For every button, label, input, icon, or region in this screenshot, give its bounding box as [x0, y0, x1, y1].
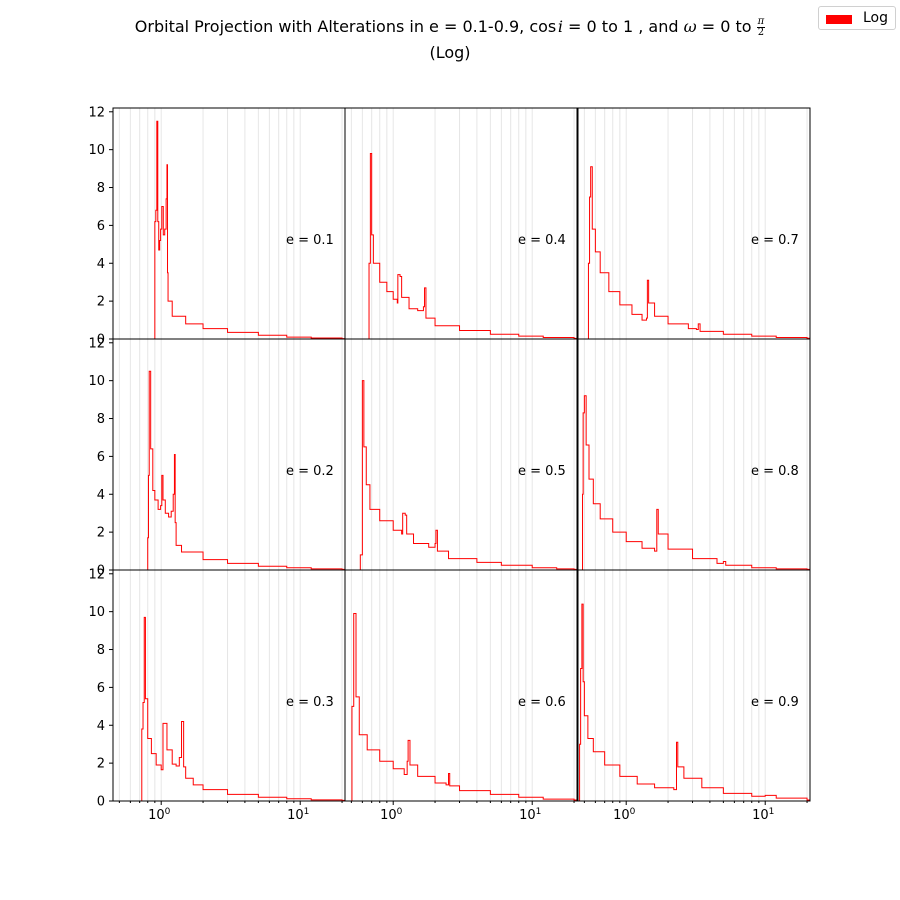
panel-frame: [577, 569, 811, 802]
panel-label: e = 0.1: [286, 233, 334, 248]
histogram-line: [579, 603, 810, 802]
x-tick-label: 101: [287, 807, 309, 823]
y-tick-label: 0: [97, 795, 105, 810]
panel-e-9: e = 0.9 100 101: [577, 569, 811, 823]
y-tick-label: 4: [97, 257, 105, 272]
x-tick-exponent: 0: [397, 807, 403, 817]
legend-label: Log: [863, 10, 889, 26]
x-tick-label: 101: [519, 807, 541, 823]
panel-label: e = 0.3: [286, 695, 334, 710]
panel-e-2: e = 0.2 0 2 4 6 8 10 12: [88, 336, 346, 579]
x-tick-label: 101: [752, 807, 774, 823]
x-tick-exponent: 1: [769, 807, 775, 817]
panel-label: e = 0.5: [518, 464, 566, 479]
y-tick-label: 4: [97, 488, 105, 503]
y-tick-label: 10: [88, 605, 105, 620]
y-tick-label: 0: [97, 333, 105, 348]
panel-e-1: e = 0.1 0 2 4 6 8 10 12: [88, 105, 346, 348]
legend: Log: [818, 6, 896, 30]
y-tick-label: 2: [97, 757, 105, 772]
histogram-line: [587, 166, 810, 340]
histogram-line: [351, 613, 577, 802]
legend-swatch: [826, 15, 852, 24]
panel-label: e = 0.6: [518, 695, 566, 710]
y-tick-label: 0: [97, 564, 105, 579]
x-tick-label: 100: [613, 807, 636, 823]
x-tick-label: 100: [380, 807, 403, 823]
x-tick-exponent: 0: [630, 807, 636, 817]
y-tick-label: 12: [88, 336, 105, 351]
y-tick-label: 2: [97, 526, 105, 541]
title-line-1: Orbital Projection with Alterations in e…: [134, 16, 766, 38]
y-tick-label: 12: [88, 567, 105, 582]
title-line-2: (Log): [429, 43, 471, 62]
panel-e-6: e = 0.6 100 101: [344, 569, 578, 823]
y-tick-label: 8: [97, 412, 105, 427]
y-tick-label: 10: [88, 374, 105, 389]
x-tick-exponent: 1: [304, 807, 310, 817]
panel-label: e = 0.4: [518, 233, 566, 248]
y-tick-label: 10: [88, 143, 105, 158]
x-tick-exponent: 0: [165, 807, 171, 817]
y-tick-label: 12: [88, 105, 105, 120]
histogram-line: [581, 395, 810, 571]
y-tick-label: 6: [97, 681, 105, 696]
histogram-line: [368, 152, 577, 340]
y-tick-label: 2: [97, 295, 105, 310]
panel-e-4: e = 0.4: [344, 107, 578, 340]
panel-e-7: e = 0.7: [577, 107, 811, 340]
y-tick-label: 6: [97, 219, 105, 234]
panel-frame: [344, 569, 578, 802]
panel-e-8: e = 0.8: [577, 338, 811, 571]
y-tick-label: 4: [97, 719, 105, 734]
panel-e-5: e = 0.5: [344, 338, 578, 571]
histogram-line: [141, 616, 345, 802]
histogram-line: [147, 370, 345, 571]
y-tick-label: 8: [97, 181, 105, 196]
panel-label: e = 0.2: [286, 464, 334, 479]
x-tick-exponent: 1: [536, 807, 542, 817]
chart-title: Orbital Projection with Alterations in e…: [0, 14, 900, 66]
histogram-line: [154, 120, 345, 340]
histogram-line: [359, 380, 577, 571]
y-tick-label: 8: [97, 643, 105, 658]
y-tick-label: 6: [97, 450, 105, 465]
x-tick-label: 100: [148, 807, 171, 823]
panel-label: e = 0.9: [751, 695, 799, 710]
panel-label: e = 0.7: [751, 233, 799, 248]
panel-label: e = 0.8: [751, 464, 799, 479]
